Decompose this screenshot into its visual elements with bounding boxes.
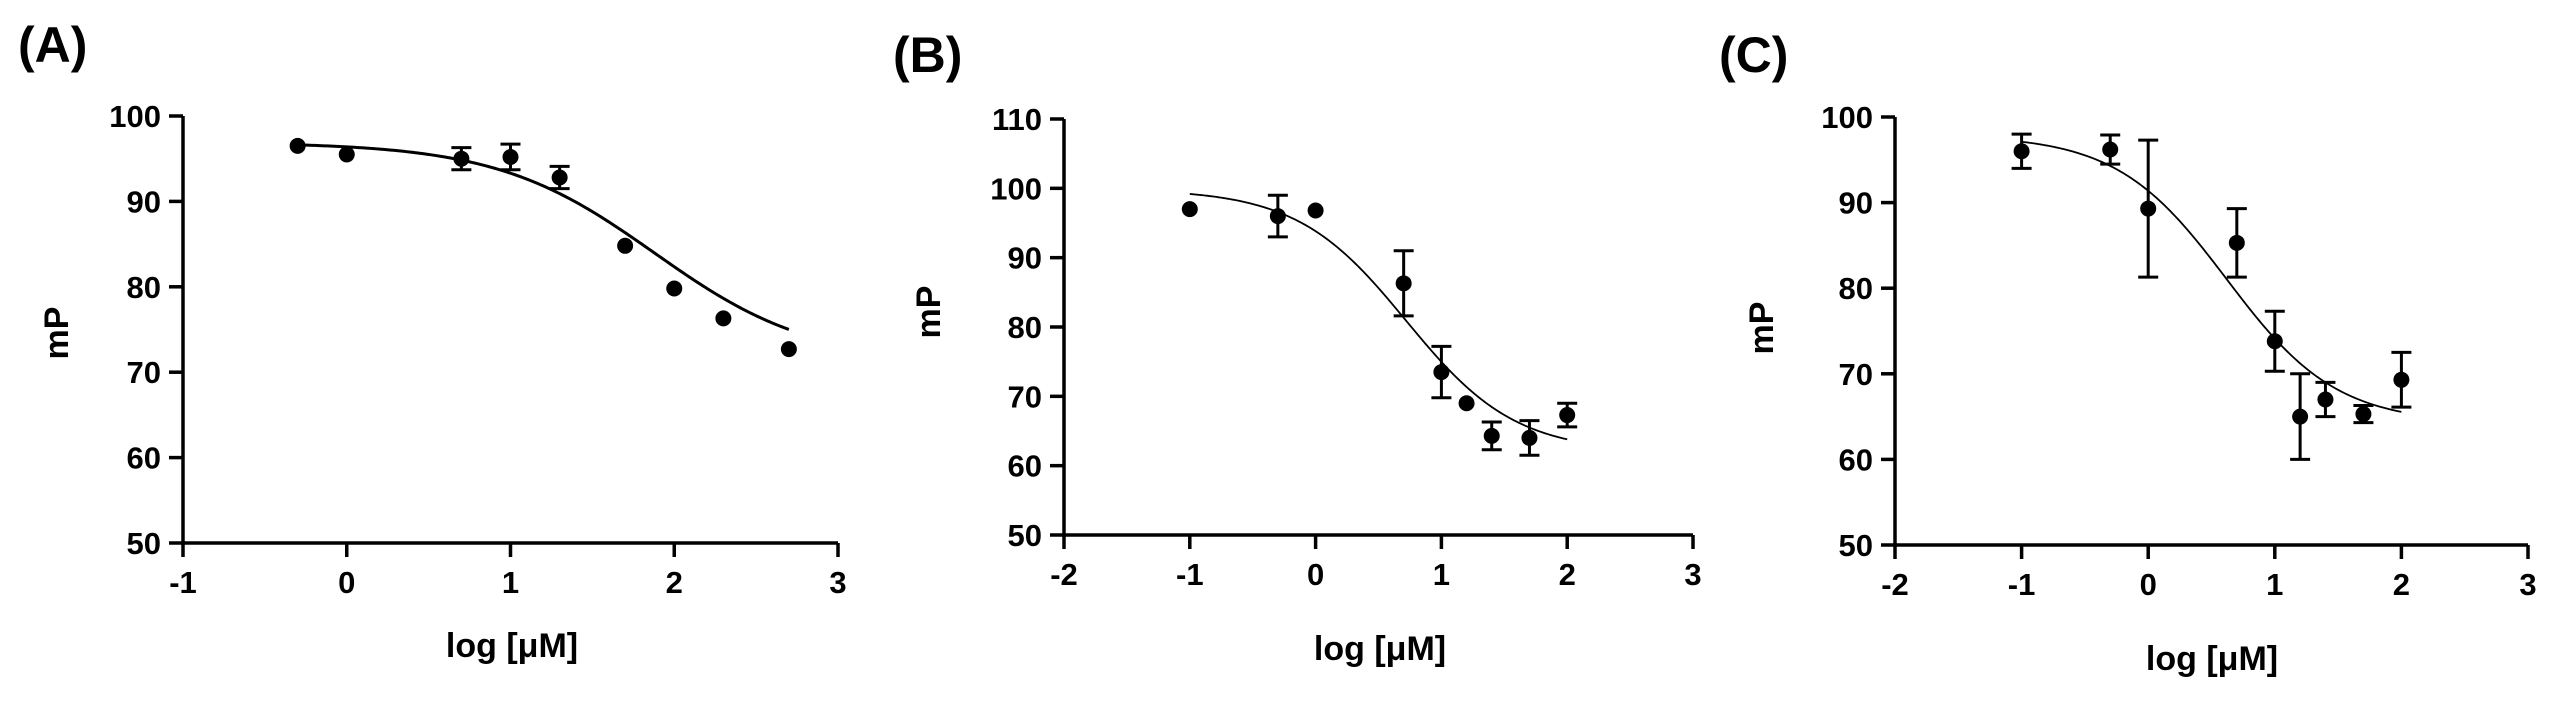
x-tick-label-b-1: -1 xyxy=(1176,557,1204,592)
data-point-a-4 xyxy=(551,169,568,186)
y-tick-label-a-3: 80 xyxy=(127,270,161,305)
x-tick-label-c-0: -2 xyxy=(1881,567,1909,602)
data-point-b-2 xyxy=(1307,202,1324,219)
data-point-c-0 xyxy=(2013,143,2030,160)
y-tick-label-b-5: 100 xyxy=(990,171,1042,206)
panel-c: (C) mP log [μM] 50 60 70 80 90 100 -2 -1 0 1 2 3 xyxy=(1719,27,2537,678)
panel-label-b: (B) xyxy=(893,27,962,83)
x-tick-label-b-5: 3 xyxy=(1684,557,1701,592)
x-tick-label-a-2: 1 xyxy=(502,565,519,600)
data-point-b-4 xyxy=(1433,364,1450,381)
data-point-c-4 xyxy=(2266,333,2283,350)
data-point-c-5 xyxy=(2292,408,2309,425)
y-tick-label-c-2: 70 xyxy=(1839,357,1873,392)
y-tick-label-b-1: 60 xyxy=(1008,449,1042,484)
y-tick-label-a-2: 70 xyxy=(127,355,161,390)
x-tick-label-c-2: 0 xyxy=(2140,567,2157,602)
x-tick-label-a-0: -1 xyxy=(169,565,197,600)
data-point-b-5 xyxy=(1458,395,1475,412)
data-point-a-0 xyxy=(289,137,306,154)
x-tick-label-c-5: 3 xyxy=(2519,567,2536,602)
x-axis-label-a: log [μM] xyxy=(446,627,578,665)
y-tick-label-c-5: 100 xyxy=(1821,100,1873,135)
x-tick-label-a-3: 2 xyxy=(666,565,683,600)
y-tick-label-b-6: 110 xyxy=(992,102,1042,137)
x-tick-label-b-0: -2 xyxy=(1050,557,1078,592)
y-tick-label-a-0: 50 xyxy=(127,526,161,561)
y-tick-label-c-3: 80 xyxy=(1839,271,1873,306)
panel-b: (B) mP log [μM] 50 60 70 80 90 100 110 -2 -1 0 1 2 3 xyxy=(893,27,1702,668)
x-tick-label-a-1: 0 xyxy=(338,565,355,600)
panel-label-a: (A) xyxy=(18,17,87,73)
y-tick-label-c-0: 50 xyxy=(1839,528,1873,563)
y-tick-label-b-2: 70 xyxy=(1008,379,1042,414)
x-tick-label-b-3: 1 xyxy=(1433,557,1450,592)
y-tick-label-c-4: 90 xyxy=(1839,186,1873,221)
x-tick-label-a-4: 3 xyxy=(829,565,846,600)
y-tick-label-a-5: 100 xyxy=(109,99,161,134)
data-point-b-8 xyxy=(1559,407,1576,424)
data-point-b-6 xyxy=(1483,427,1500,444)
data-point-b-3 xyxy=(1395,275,1412,292)
x-axis-label-c: log [μM] xyxy=(2146,640,2278,678)
data-point-a-2 xyxy=(453,150,470,167)
data-point-c-8 xyxy=(2393,371,2410,388)
x-tick-label-b-2: 0 xyxy=(1307,557,1324,592)
data-point-c-3 xyxy=(2228,234,2245,251)
x-tick-label-c-1: -1 xyxy=(2008,567,2036,602)
data-point-c-1 xyxy=(2102,141,2119,158)
y-tick-label-c-1: 60 xyxy=(1839,442,1873,477)
x-tick-label-c-3: 1 xyxy=(2266,567,2283,602)
data-point-a-3 xyxy=(502,148,519,165)
x-tick-label-b-4: 2 xyxy=(1559,557,1576,592)
y-tick-label-b-3: 80 xyxy=(1008,310,1042,345)
y-axis-label-c: mP xyxy=(1743,302,1781,355)
data-point-a-8 xyxy=(780,341,797,358)
y-tick-label-a-4: 90 xyxy=(127,184,161,219)
data-point-a-7 xyxy=(715,310,732,327)
y-tick-label-b-0: 50 xyxy=(1008,518,1042,553)
y-axis-label-b: mP xyxy=(910,286,948,339)
fit-curve-c xyxy=(2021,140,2402,413)
data-point-a-5 xyxy=(617,237,634,254)
fit-curve-b xyxy=(1189,193,1568,441)
data-point-b-7 xyxy=(1521,429,1538,446)
data-point-a-1 xyxy=(338,146,355,163)
x-tick-label-c-4: 2 xyxy=(2393,567,2410,602)
data-point-b-1 xyxy=(1269,208,1286,225)
y-tick-label-b-4: 90 xyxy=(1008,241,1042,276)
fit-curve-a xyxy=(297,143,790,331)
panel-label-c: (C) xyxy=(1719,27,1788,83)
panel-a: (A) mP log [μM] 50 60 70 80 90 100 -1 0 1 2 3 xyxy=(18,17,847,665)
data-point-c-7 xyxy=(2355,406,2372,423)
data-point-a-6 xyxy=(666,280,683,297)
data-point-c-6 xyxy=(2317,391,2334,408)
data-point-c-2 xyxy=(2140,200,2157,217)
data-point-b-0 xyxy=(1181,201,1198,218)
y-axis-label-a: mP xyxy=(38,307,76,360)
x-axis-label-b: log [μM] xyxy=(1314,630,1446,668)
y-tick-label-a-1: 60 xyxy=(127,441,161,476)
